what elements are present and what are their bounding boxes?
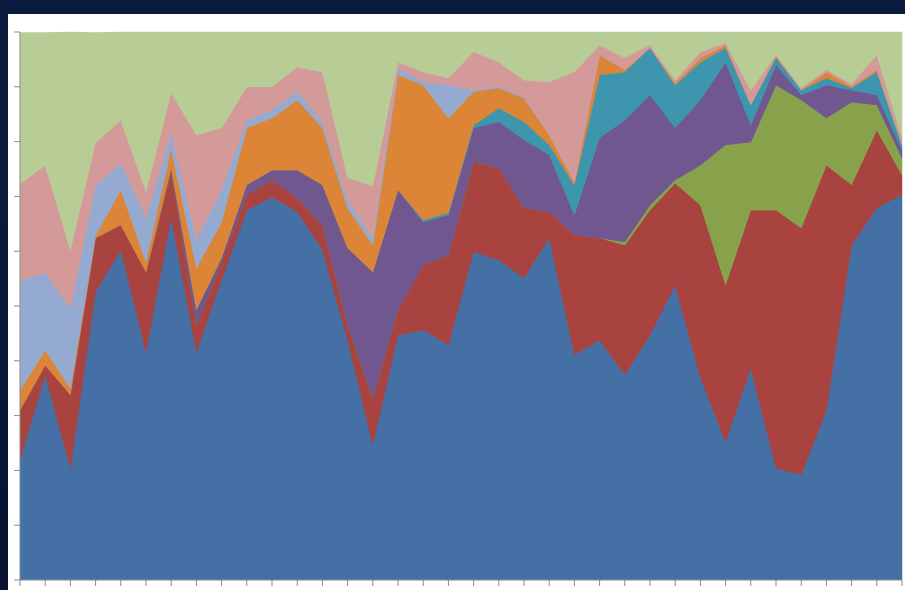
- area: [19, 31, 903, 252]
